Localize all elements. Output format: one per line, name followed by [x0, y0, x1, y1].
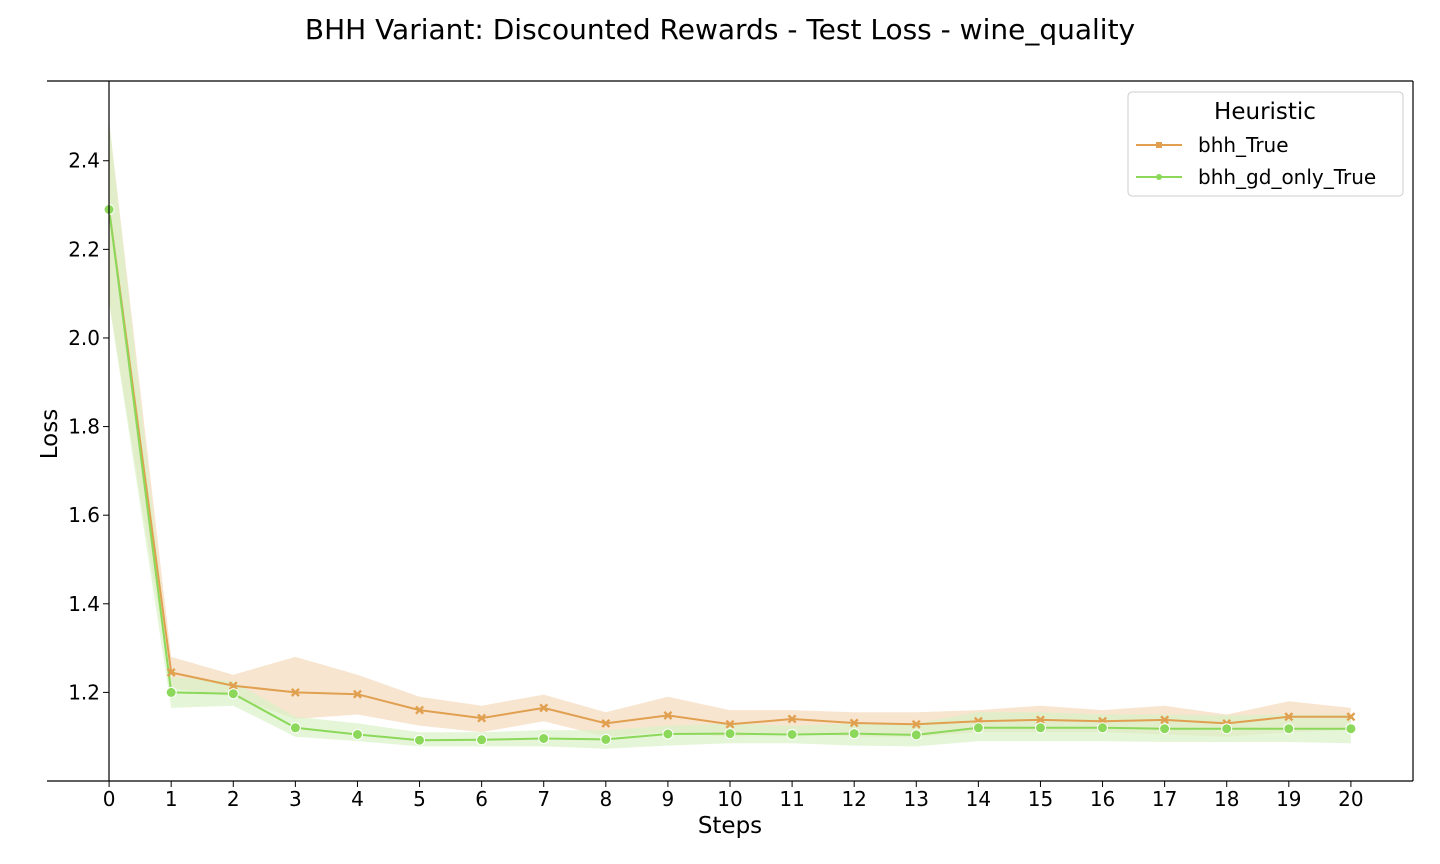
point-bhh-gd-only-true [414, 734, 425, 746]
point-bhh-gd-only-true [600, 733, 612, 745]
x-tick-label: 9 [662, 787, 675, 811]
point-bhh-true [725, 719, 735, 729]
point-bhh-gd-only-true [1097, 722, 1108, 734]
y-tick-label: 1.8 [68, 415, 100, 439]
y-tick-label: 1.2 [68, 680, 100, 704]
point-bhh-gd-only-true [662, 728, 674, 740]
point-bhh-gd-only-true [538, 733, 550, 744]
point-bhh-true [1346, 712, 1356, 722]
point-bhh-true [663, 710, 673, 720]
x-tick-label: 15 [1028, 787, 1053, 811]
x-ticks: 0 1 2 3 4 5 6 7 8 9 10 11 12 13 14 15 16 17 18 19 20 [103, 781, 1364, 811]
x-tick-label: 17 [1152, 787, 1177, 811]
legend-item-bhh-true: bhh_True [1136, 133, 1289, 157]
x-tick-label: 16 [1090, 787, 1115, 811]
y-tick-label: 1.6 [68, 503, 100, 527]
band-bhh-true [109, 120, 1351, 737]
series-markers [103, 204, 1357, 746]
legend-swatch-marker [1156, 142, 1162, 148]
point-bhh-gd-only-true [1283, 723, 1295, 735]
point-bhh-gd-only-true [1221, 723, 1233, 735]
point-bhh-true [166, 668, 176, 677]
y-tick-label: 2.0 [68, 326, 100, 350]
legend-label: bhh_gd_only_True [1198, 165, 1376, 189]
x-tick-label: 4 [351, 787, 364, 811]
y-axis-label: Loss [37, 409, 63, 459]
point-bhh-true [787, 714, 797, 724]
legend-frame [1127, 91, 1404, 197]
x-tick-label: 0 [103, 787, 116, 811]
x-tick-label: 20 [1338, 787, 1363, 811]
x-tick-label: 10 [717, 787, 742, 811]
point-bhh-true [911, 719, 921, 729]
x-axis-label: Steps [698, 813, 762, 839]
x-tick-label: 19 [1276, 787, 1301, 811]
legend-items: bhh_True bhh_gd_only_True [1136, 133, 1376, 189]
legend-item-bhh-gd-only-true: bhh_gd_only_True [1136, 165, 1376, 189]
x-tick-label: 5 [413, 787, 426, 811]
point-bhh-gd-only-true [352, 729, 363, 740]
point-bhh-true [353, 689, 362, 699]
x-tick-label: 1 [165, 787, 178, 811]
point-bhh-gd-only-true [1035, 722, 1046, 734]
y-tick-label: 2.4 [68, 149, 100, 173]
x-tick-label: 7 [537, 787, 550, 811]
point-bhh-gd-only-true [786, 729, 798, 740]
point-bhh-true [1284, 712, 1294, 722]
point-bhh-gd-only-true [972, 722, 984, 734]
point-bhh-gd-only-true [724, 728, 736, 740]
point-bhh-true [849, 718, 859, 728]
point-bhh-true [415, 705, 424, 715]
point-bhh-true [477, 713, 487, 723]
point-bhh-gd-only-true [289, 722, 301, 734]
x-tick-label: 3 [289, 787, 302, 811]
point-bhh-gd-only-true [227, 688, 239, 700]
legend-label: bhh_True [1198, 133, 1289, 157]
point-bhh-gd-only-true [848, 728, 860, 740]
point-bhh-gd-only-true [1345, 723, 1357, 735]
point-bhh-true [290, 687, 300, 697]
legend: Heuristic bhh_True bhh_gd_only_True [1127, 91, 1404, 197]
point-bhh-true [228, 681, 238, 691]
line-bhh-true [108, 209, 1351, 726]
point-bhh-true [539, 703, 549, 713]
x-tick-label: 11 [779, 787, 804, 811]
point-bhh-true [601, 718, 611, 728]
y-ticks: 1.2 1.4 1.6 1.8 2.0 2.2 2.4 [68, 149, 109, 704]
point-bhh-true [1036, 715, 1045, 725]
x-tick-label: 18 [1214, 787, 1239, 811]
chart-title: BHH Variant: Discounted Rewards - Test L… [305, 13, 1135, 46]
y-tick-label: 1.4 [68, 592, 100, 616]
point-bhh-gd-only-true [910, 729, 922, 741]
point-bhh-gd-only-true [1159, 723, 1171, 735]
y-tick-label: 2.2 [68, 237, 100, 261]
x-tick-label: 14 [966, 787, 991, 811]
legend-swatch-marker [1156, 174, 1162, 180]
x-tick-label: 13 [904, 787, 929, 811]
confidence-bands [109, 120, 1351, 749]
legend-title: Heuristic [1214, 99, 1316, 125]
band-bhh-gd-only-true [109, 120, 1351, 749]
x-tick-label: 6 [475, 787, 488, 811]
point-bhh-true [1160, 715, 1170, 725]
point-bhh-gd-only-true [165, 686, 177, 698]
x-tick-label: 8 [599, 787, 612, 811]
point-bhh-gd-only-true [476, 734, 488, 746]
x-tick-label: 2 [227, 787, 240, 811]
x-tick-label: 12 [841, 787, 866, 811]
